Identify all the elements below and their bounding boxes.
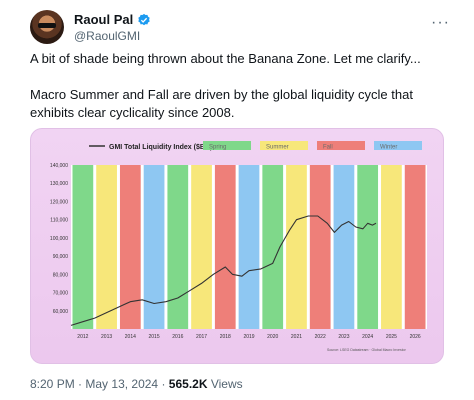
x-tick-label: 2025: [386, 334, 397, 340]
chart-title: GMI Total Liquidity Index ($BN): [109, 144, 212, 151]
season-band-blue: [143, 165, 165, 329]
x-tick-label: 2018: [220, 334, 231, 340]
season-band-blue: [333, 165, 355, 329]
season-band-yellow: [96, 165, 117, 329]
author-handle[interactable]: @RaoulGMI: [74, 29, 141, 43]
y-tick-label: 90,000: [53, 254, 69, 260]
x-tick-label: 2026: [410, 334, 421, 340]
season-band-yellow: [381, 165, 402, 329]
more-dots-icon[interactable]: ···: [431, 14, 450, 31]
legend-swatch-spring: [203, 141, 251, 150]
views-count: 565.2K: [168, 377, 208, 391]
season-band-green: [262, 165, 284, 329]
x-tick-label: 2012: [77, 334, 88, 340]
legend-swatch-winter: [374, 141, 422, 150]
y-tick-label: 130,000: [50, 181, 68, 187]
x-tick-label: 2016: [172, 334, 183, 340]
x-tick-label: 2021: [291, 334, 302, 340]
season-band-yellow: [191, 165, 212, 329]
legend-label-winter: Winter: [380, 145, 397, 151]
season-band-yellow: [286, 165, 307, 329]
tweet-line-1: A bit of shade being thrown about the Ba…: [30, 51, 421, 66]
tweet-line-2: Macro Summer and Fall are driven by the …: [30, 87, 413, 120]
legend-label-spring: Spring: [209, 145, 226, 151]
y-tick-label: 140,000: [50, 163, 68, 169]
x-tick-label: 2019: [243, 334, 254, 340]
chart-source-note: Source: LSEG Datastream · Global Macro I…: [327, 348, 407, 352]
liquidity-chart: GMI Total Liquidity Index ($BN)Spring Sum…: [50, 141, 427, 352]
footer-separator-2: ·: [161, 377, 166, 391]
season-band-green: [72, 165, 94, 329]
y-tick-label: 80,000: [53, 272, 69, 278]
tweet-time[interactable]: 8:20 PM: [30, 377, 75, 391]
footer-separator-1: ·: [78, 377, 83, 391]
x-tick-label: 2022: [315, 334, 326, 340]
x-tick-label: 2024: [362, 334, 373, 340]
y-tick-label: 100,000: [50, 236, 68, 242]
avatar-glasses: [38, 23, 56, 28]
x-tick-label: 2023: [338, 334, 349, 340]
season-band-green: [167, 165, 189, 329]
tweet-media-chart[interactable]: GMI Total Liquidity Index ($BN) Spring Sum…: [30, 128, 444, 364]
season-band-red: [404, 165, 426, 329]
y-tick-label: 60,000: [53, 309, 69, 315]
x-tick-label: 2015: [149, 334, 160, 340]
x-tick-label: 2020: [267, 334, 278, 340]
legend-swatch-summer: [260, 141, 308, 150]
tweet-header: Raoul Pal @RaoulGMI ···: [30, 10, 450, 46]
x-tick-label: 2014: [125, 334, 136, 340]
season-band-red: [309, 165, 331, 329]
views-label: Views: [210, 377, 243, 391]
tweet-body: A bit of shade being thrown about the Ba…: [30, 50, 450, 140]
liquidity-series-line: [70, 215, 377, 326]
tweet-date[interactable]: May 13, 2024: [85, 377, 159, 391]
season-band-blue: [238, 165, 260, 329]
y-tick-label: 70,000: [53, 291, 69, 297]
x-tick-label: 2013: [101, 334, 112, 340]
legend-label-summer: Summer: [266, 145, 289, 151]
season-band-red: [119, 165, 141, 329]
author-name-row: Raoul Pal: [74, 12, 151, 27]
x-tick-label: 2017: [196, 334, 207, 340]
season-band-green: [357, 165, 379, 329]
author-name[interactable]: Raoul Pal: [74, 12, 134, 27]
legend-swatch-fall: [317, 141, 365, 150]
avatar[interactable]: [30, 10, 64, 44]
season-band-red: [214, 165, 236, 329]
tweet-footer: 8:20 PM · May 13, 2024 · 565.2K Views: [30, 377, 243, 391]
legend-label-fall: Fall: [323, 145, 333, 151]
y-tick-label: 110,000: [50, 218, 68, 224]
verified-badge-icon: [138, 13, 150, 25]
y-tick-label: 120,000: [50, 199, 68, 205]
